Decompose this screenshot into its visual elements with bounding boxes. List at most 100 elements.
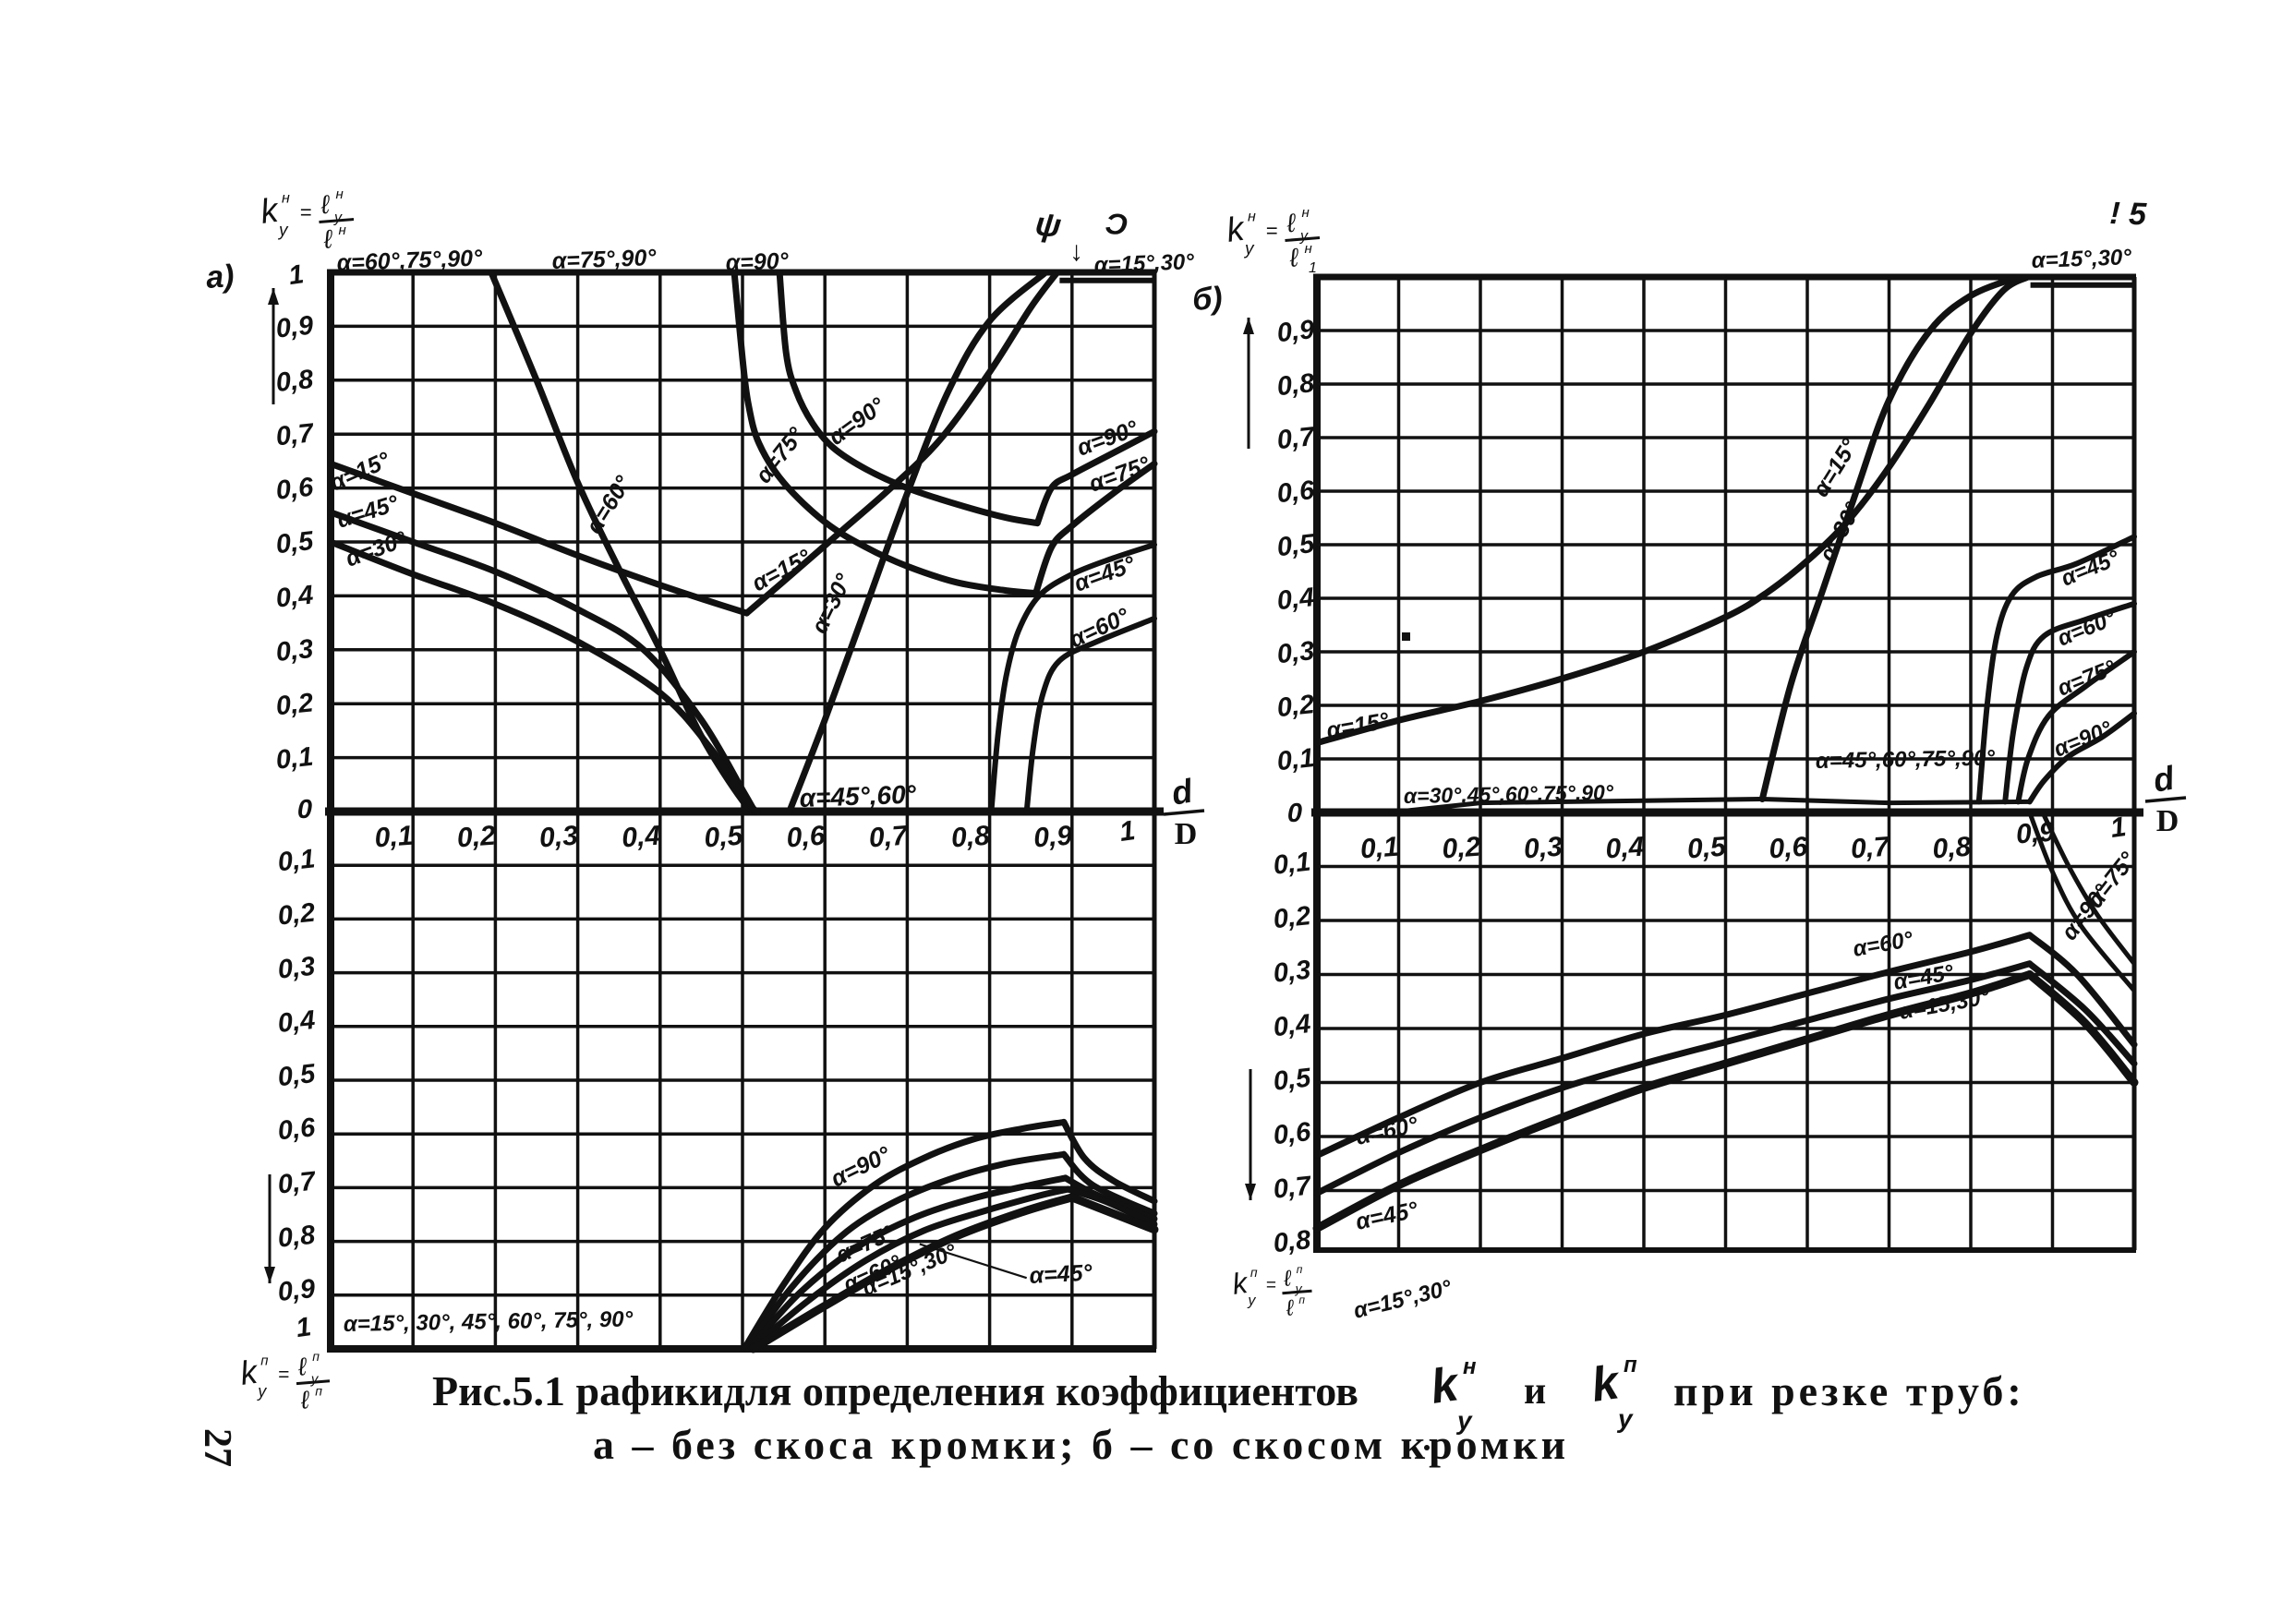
- svg-text:н: н: [282, 191, 290, 207]
- svg-text:а): а): [205, 259, 235, 295]
- svg-text:0,6: 0,6: [1272, 1117, 1312, 1150]
- svg-text:α=45°: α=45°: [1029, 1259, 1093, 1289]
- svg-text:0,6: 0,6: [1275, 475, 1316, 509]
- svg-text:0,8: 0,8: [274, 365, 315, 398]
- svg-text:0,2: 0,2: [276, 898, 316, 932]
- svg-text:D: D: [1175, 817, 1198, 851]
- svg-text:0,1: 0,1: [1272, 848, 1311, 881]
- svg-text:0,3: 0,3: [538, 821, 579, 854]
- svg-text:н: н: [1305, 241, 1312, 257]
- svg-text:1: 1: [2108, 812, 2128, 844]
- svg-text:0,2: 0,2: [456, 821, 497, 854]
- svg-text:1: 1: [1309, 260, 1317, 276]
- svg-text:0,7: 0,7: [276, 1166, 318, 1199]
- svg-text:α=45°,60°,75°,90°: α=45°,60°,75°,90°: [1816, 746, 1996, 774]
- svg-text:0,4: 0,4: [1272, 1009, 1311, 1042]
- svg-text:у: у: [1247, 1293, 1256, 1309]
- svg-text:1: 1: [1117, 815, 1137, 848]
- svg-text:0,6: 0,6: [274, 473, 315, 506]
- svg-text:0,6: 0,6: [1768, 832, 1808, 865]
- svg-text:0,7: 0,7: [274, 418, 316, 451]
- svg-text:D: D: [2156, 804, 2179, 838]
- svg-text:0,5: 0,5: [1686, 832, 1728, 865]
- svg-text:0,2: 0,2: [274, 688, 314, 721]
- svg-text:у: у: [1616, 1404, 1634, 1433]
- svg-text:α=60°,75°,90°: α=60°,75°,90°: [336, 245, 483, 276]
- svg-text:0,4: 0,4: [274, 581, 314, 614]
- svg-text:а – без скоса кромки; б – со: а – без скоса кромки; б – со скосом кром…: [593, 1421, 1569, 1468]
- svg-text:н: н: [1302, 205, 1310, 221]
- svg-text:0,7: 0,7: [1275, 422, 1317, 455]
- svg-text:0,9: 0,9: [2015, 817, 2056, 850]
- svg-text:α=30°,45°,60°,75°,90°: α=30°,45°,60°,75°,90°: [1404, 780, 1614, 808]
- svg-text:0,1: 0,1: [276, 844, 316, 877]
- svg-text:0,8: 0,8: [1272, 1225, 1312, 1258]
- svg-text:↓: ↓: [1069, 236, 1083, 267]
- svg-text:0,3: 0,3: [1275, 636, 1315, 669]
- svg-text:б): б): [1191, 281, 1224, 318]
- svg-text:1: 1: [287, 259, 306, 291]
- svg-text:27: 27: [196, 1428, 238, 1467]
- svg-text:0,7: 0,7: [1850, 832, 1891, 865]
- svg-text:0,4: 0,4: [276, 1005, 316, 1039]
- svg-text:н: н: [339, 223, 346, 238]
- svg-text:0,3: 0,3: [1523, 832, 1564, 865]
- svg-text:у: у: [277, 222, 289, 241]
- svg-text:п: п: [260, 1353, 268, 1368]
- svg-text:п: п: [1297, 1263, 1303, 1276]
- svg-text:0,9: 0,9: [276, 1274, 316, 1307]
- svg-text:k: k: [1230, 1266, 1251, 1301]
- svg-text:при резке труб:: при резке труб:: [1673, 1367, 2025, 1414]
- svg-text:у: у: [310, 1372, 320, 1388]
- svg-text:0,8: 0,8: [950, 821, 991, 854]
- svg-text:п: п: [312, 1349, 320, 1364]
- svg-text:1: 1: [295, 1312, 313, 1343]
- svg-text:0,9: 0,9: [274, 311, 314, 344]
- svg-text:α=75°,90°: α=75°,90°: [551, 245, 658, 274]
- svg-text:у: у: [333, 211, 343, 226]
- svg-text:н: н: [336, 186, 344, 202]
- svg-text:0,5: 0,5: [703, 821, 744, 854]
- svg-text:α=15°, 30°, 45°, 60°, 75°, 90°: α=15°, 30°, 45°, 60°, 75°, 90°: [344, 1307, 634, 1337]
- svg-text:0,1: 0,1: [1275, 743, 1315, 776]
- svg-text:α=15°,30°: α=15°,30°: [1093, 249, 1194, 278]
- svg-text:0,7: 0,7: [868, 821, 910, 854]
- svg-text:0,5: 0,5: [276, 1059, 317, 1092]
- svg-text:0,6: 0,6: [786, 821, 827, 854]
- svg-text:0,5: 0,5: [1275, 529, 1316, 562]
- svg-text:Ɔ: Ɔ: [1104, 206, 1129, 242]
- svg-text:п: п: [315, 1384, 322, 1399]
- svg-text:0,3: 0,3: [1272, 956, 1311, 989]
- svg-text:п: п: [1250, 1265, 1258, 1280]
- svg-text:0,2: 0,2: [1441, 832, 1481, 865]
- svg-text:0: 0: [297, 795, 312, 824]
- svg-text:0,4: 0,4: [621, 821, 661, 854]
- svg-text:0,6: 0,6: [276, 1113, 317, 1146]
- svg-text:0,4: 0,4: [1604, 832, 1645, 865]
- svg-text:0,4: 0,4: [1275, 583, 1315, 616]
- svg-text:0,1: 0,1: [274, 742, 314, 776]
- svg-text:у: у: [1299, 229, 1309, 245]
- svg-text:н: н: [1463, 1354, 1477, 1379]
- svg-text:0,8: 0,8: [276, 1221, 317, 1254]
- svg-text:=: =: [300, 201, 312, 224]
- svg-text:0,3: 0,3: [274, 634, 314, 668]
- svg-text:0,1: 0,1: [374, 821, 415, 854]
- svg-text:Рис.5.1 рафикидля определения: Рис.5.1 рафикидля определения коэффициен…: [432, 1367, 1358, 1414]
- svg-text:0,5: 0,5: [274, 526, 315, 559]
- svg-text:у: у: [1243, 240, 1255, 259]
- svg-text:0,2: 0,2: [1275, 690, 1315, 723]
- svg-text:ψ: ψ: [1033, 204, 1063, 245]
- svg-text:и: и: [1524, 1370, 1546, 1413]
- svg-text:у: у: [256, 1382, 267, 1401]
- svg-text:0,8: 0,8: [1931, 832, 1972, 865]
- svg-text:п: п: [1298, 1293, 1305, 1306]
- svg-text:α=90°: α=90°: [725, 248, 790, 276]
- svg-text:0,9: 0,9: [1275, 315, 1315, 348]
- svg-text:α=15°,30°: α=15°,30°: [2031, 245, 2131, 273]
- svg-text:0,8: 0,8: [1275, 368, 1316, 402]
- svg-text:0,7: 0,7: [1272, 1171, 1313, 1204]
- svg-text:=: =: [1266, 220, 1278, 243]
- svg-text:0,5: 0,5: [1272, 1064, 1312, 1097]
- svg-text:=: =: [1266, 1276, 1276, 1295]
